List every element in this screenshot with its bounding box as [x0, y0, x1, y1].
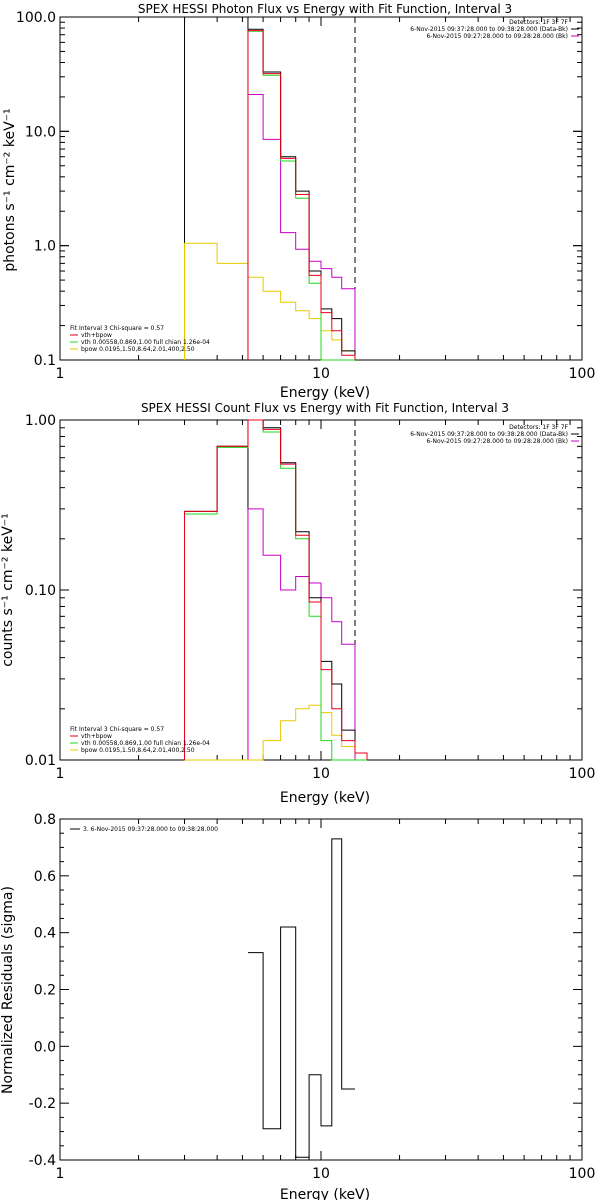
x-tick-label: 1	[56, 366, 65, 382]
y-tick-label: 1.00	[25, 413, 56, 429]
y-tick-label: 1.0	[34, 239, 56, 255]
y-tick-label: 0.2	[34, 983, 56, 999]
info-text: 6-Nov-2015 09:27:28.000 to 09:28:28.000 …	[426, 33, 568, 40]
x-tick-label: 100	[569, 366, 596, 382]
data-series	[248, 838, 355, 1158]
y-tick-label: 0.6	[34, 869, 56, 885]
y-axis-label: counts s⁻¹ cm⁻² keV⁻¹	[0, 513, 16, 667]
total_fit-series	[247, 30, 356, 360]
legend-text: bpow 0.0195,1.50,8.64,2.01,400,2.50	[81, 346, 195, 353]
legend-text: 3. 6-Nov-2015 09:37:28.000 to 09:38:28.0…	[83, 826, 218, 833]
y-tick-label: 0.4	[34, 926, 56, 942]
x-tick-label: 10	[312, 1166, 330, 1182]
x-tick-label: 10	[312, 766, 330, 782]
x-tick-label: 1	[56, 766, 65, 782]
photon-flux-panel: SPEX HESSI Photon Flux vs Energy with Fi…	[2, 2, 595, 401]
y-axis-label: photons s⁻¹ cm⁻² keV⁻¹	[2, 108, 18, 271]
bpow-series	[184, 242, 356, 360]
y-tick-label: -0.2	[29, 1096, 56, 1112]
legend-text: vth+bpow	[81, 332, 112, 339]
info-text: 6-Nov-2015 09:37:28.000 to 09:38:28.000 …	[410, 431, 568, 438]
x-tick-label: 100	[569, 1166, 596, 1182]
x-axis-label: Energy (keV)	[280, 790, 370, 806]
count-flux-panel: SPEX HESSI Count Flux vs Energy with Fit…	[0, 401, 595, 806]
legend-text: bpow 0.0195,1.50,8.64,2.01,400,2.50	[81, 747, 195, 754]
y-tick-label: 0.8	[34, 812, 56, 828]
y-tick-label: 10.0	[25, 124, 56, 140]
legend-text: vth+bpow	[81, 733, 112, 740]
y-tick-label: 0.10	[25, 583, 56, 599]
y-tick-label: 0.1	[34, 353, 56, 369]
info-text: 6-Nov-2015 09:37:28.000 to 09:38:28.000 …	[410, 26, 568, 33]
info-text: Detectors: 1F 3F 7F	[509, 424, 568, 431]
legend-text: vth 0.00558,0.869,1.00 full chian 1.26e-…	[81, 740, 210, 747]
y-tick-label: 0.01	[25, 753, 56, 769]
bpow-series	[184, 704, 368, 761]
chart-title: SPEX HESSI Photon Flux vs Energy with Fi…	[138, 2, 512, 16]
y-tick-label: 0.0	[34, 1039, 56, 1055]
x-tick-label: 10	[312, 366, 330, 382]
info-text: 6-Nov-2015 09:27:28.000 to 09:28:28.000 …	[426, 438, 568, 445]
legend-text: Fit Interval 3 Chi-square = 0.57	[70, 325, 164, 332]
total_fit-series	[184, 419, 368, 760]
legend-text: vth 0.00558,0.869,1.00 full chian 1.26e-…	[81, 339, 210, 346]
legend-text: Fit Interval 3 Chi-square = 0.57	[70, 726, 164, 733]
y-tick-label: -0.4	[29, 1153, 56, 1169]
info-text: Detectors: 1F 3F 7F	[509, 19, 568, 26]
chart-title: SPEX HESSI Count Flux vs Energy with Fit…	[141, 401, 509, 415]
x-axis-label: Energy (keV)	[280, 1187, 370, 1200]
x-tick-label: 100	[569, 766, 596, 782]
x-axis-label: Energy (keV)	[280, 385, 370, 401]
x-tick-label: 1	[56, 1166, 65, 1182]
residuals-panel: Energy (keV) Normalized Residuals (sigma…	[0, 812, 595, 1200]
y-axis-label: Normalized Residuals (sigma)	[0, 886, 16, 1094]
y-tick-label: 100.0	[16, 10, 56, 26]
